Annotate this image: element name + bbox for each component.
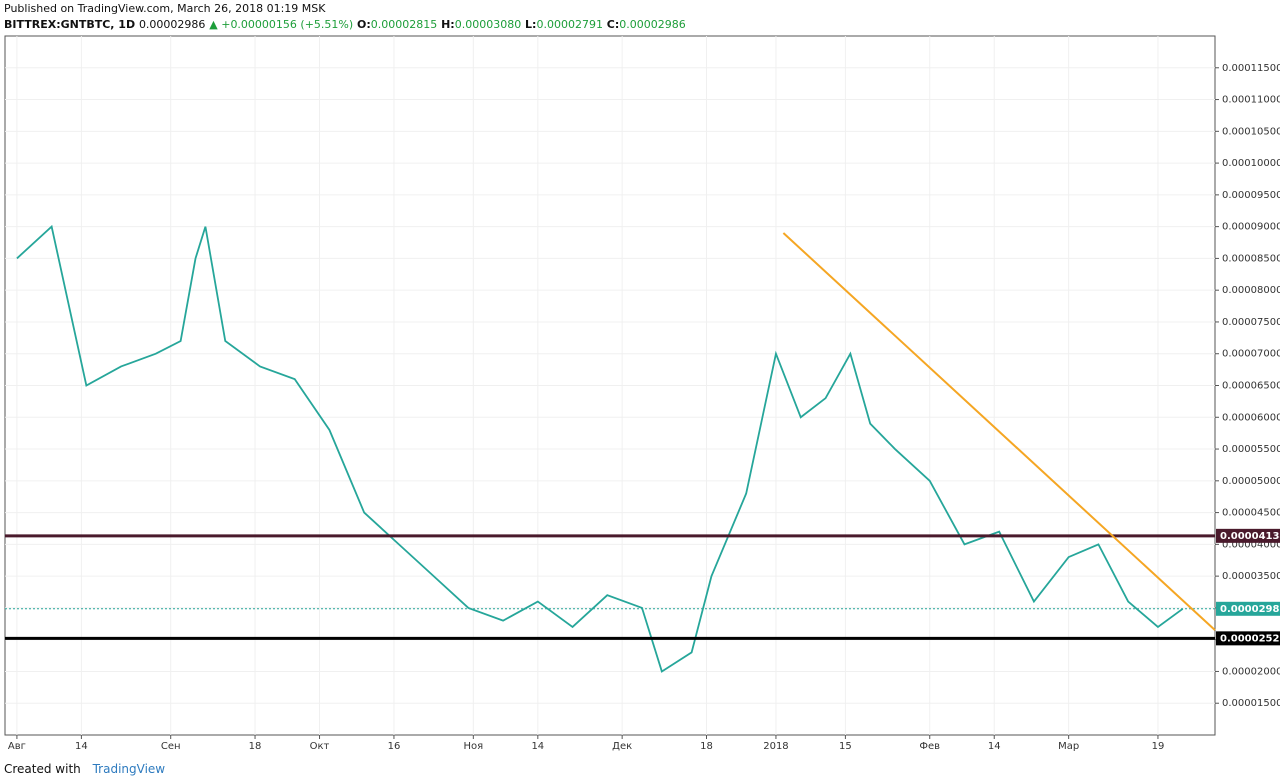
published: Published on TradingView.com, March 26, …	[4, 2, 326, 15]
level-label: 0.00002986	[1220, 604, 1280, 615]
x-tick-label: Окт	[310, 741, 330, 752]
level-label: 0.00004134	[1220, 531, 1280, 542]
symbol: BITTREX:GNTBTC, 1D	[4, 18, 136, 31]
x-tick-label: 18	[249, 741, 262, 752]
y-tick-label: 0.00006500	[1222, 381, 1280, 392]
x-tick-label: 15	[839, 741, 852, 752]
x-tick-label: Сен	[161, 741, 181, 752]
x-tick-label: Авг	[8, 741, 26, 752]
y-tick-label: 0.00007500	[1222, 317, 1280, 328]
chart: 0.000015000.000020000.000025000.00003000…	[4, 35, 1280, 752]
ohlc-value: 0.00002986	[619, 18, 686, 31]
y-tick-label: 0.00011000	[1222, 95, 1280, 106]
ohlc-label: O:	[357, 18, 371, 31]
y-tick-label: 0.00002000	[1222, 666, 1280, 677]
x-tick-label: 16	[388, 741, 401, 752]
y-tick-label: 0.00001500	[1222, 698, 1280, 709]
x-tick-label: Дек	[612, 741, 632, 752]
ohlc-value: 0.00002791	[536, 18, 603, 31]
y-tick-label: 0.00010000	[1222, 158, 1280, 169]
level-tag	[1216, 631, 1280, 646]
level-tag	[1216, 528, 1280, 543]
footer: Created with TradingView	[4, 762, 165, 776]
price-line	[16, 224, 1184, 673]
change: ▲ +0.00000156 (+5.51%)	[209, 18, 354, 31]
y-tick-label: 0.00009500	[1222, 190, 1280, 201]
x-tick-label: Фев	[919, 741, 940, 752]
x-tick-label: 2018	[763, 741, 788, 752]
x-tick-label: 14	[75, 741, 88, 752]
y-tick-label: 0.00007000	[1222, 349, 1280, 360]
ohlc-label: H:	[441, 18, 455, 31]
created-with: Created with	[4, 762, 81, 776]
y-tick-label: 0.00010500	[1222, 126, 1280, 137]
symbol-info: BITTREX:GNTBTC, 1D 0.00002986 ▲ +0.00000…	[4, 18, 686, 31]
last-price: 0.00002986	[138, 18, 206, 31]
ohlc-value: 0.00003080	[454, 18, 522, 31]
y-tick-label: 0.00004000	[1222, 539, 1280, 550]
x-tick-label: Мар	[1058, 741, 1079, 752]
x-tick-label: 18	[700, 741, 713, 752]
ohlc-value: 0.00002815	[370, 18, 438, 31]
level-label: 0.00002521	[1220, 633, 1280, 644]
y-tick-label: 0.00008500	[1222, 253, 1280, 264]
y-tick-label: 0.00005500	[1222, 444, 1280, 455]
x-tick-label: 14	[531, 741, 544, 752]
brand: TradingView	[92, 762, 166, 776]
y-tick-label: 0.00008000	[1222, 285, 1280, 296]
level-tag	[1216, 601, 1280, 616]
y-tick-label: 0.00006000	[1222, 412, 1280, 423]
ohlc-label: L:	[525, 18, 537, 31]
y-tick-label: 0.00009000	[1222, 222, 1280, 233]
y-tick-label: 0.00004500	[1222, 508, 1280, 519]
y-tick-label: 0.00003500	[1222, 571, 1280, 582]
x-tick-label: 19	[1152, 741, 1165, 752]
ohlc-label: C:	[606, 18, 620, 31]
x-tick-label: Ноя	[463, 741, 483, 752]
y-tick-label: 0.00011500	[1222, 63, 1280, 74]
x-tick-label: 14	[988, 741, 1001, 752]
trend-line	[782, 232, 1216, 631]
y-tick-label: 0.00005000	[1222, 476, 1280, 487]
